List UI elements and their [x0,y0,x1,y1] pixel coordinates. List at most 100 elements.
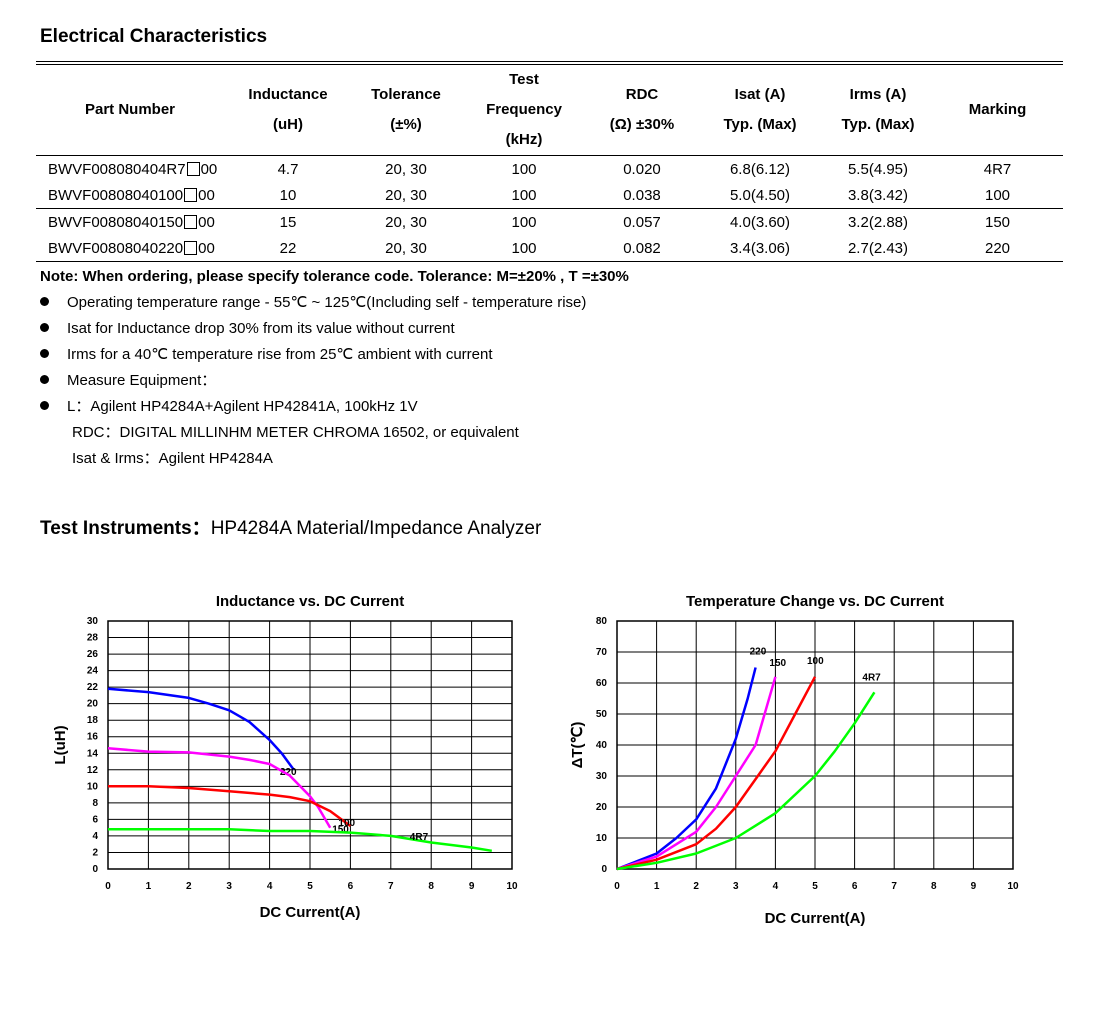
table-top-rule [36,61,1063,65]
cell-isat: 4.0(3.60) [729,213,791,231]
x-tick-label: 5 [812,881,818,892]
bullet-dot-icon [40,297,49,306]
x-tick-label: 2 [186,881,192,892]
y-tick-label: 40 [596,740,608,751]
tolerance-code-box [184,187,198,202]
cell-inductance: 22 [279,239,297,257]
x-tick-label: 0 [614,881,620,892]
y-tick-label: 8 [92,798,98,809]
electrical-table-wrapper: Part Number Inductance (uH) Tolerance (±%)… [36,61,1063,262]
y-tick-label: 30 [596,771,608,782]
cell-tolerance: 20, 30 [385,213,427,231]
cell-marking: 4R7 [983,160,1012,178]
y-tick-label: 22 [87,682,99,693]
header-rdc: RDC (Ω) ±30% [609,86,675,133]
header-tolerance: Tolerance (±%) [371,86,441,133]
bullet-dot-icon [40,323,49,332]
cell-part-number: BWVF00808040220 00 [48,239,215,257]
series-line-150 [107,747,332,829]
plot-frame [107,620,513,870]
series-line-220 [616,667,757,871]
x-tick-label: 10 [506,881,518,892]
y-tick-label: 12 [87,765,99,776]
cell-part-number: BWVF00808040150 00 [48,213,215,231]
x-tick-label: 8 [428,881,434,892]
chart-title: Inductance vs. DC Current [216,593,404,610]
section-title: Electrical Characteristics [40,26,268,47]
y-tick-label: 26 [87,649,99,660]
series-label-4R7: 4R7 [862,672,881,683]
chart-title: Temperature Change vs. DC Current [686,593,944,610]
x-tick-label: 9 [971,881,977,892]
y-tick-label: 50 [596,709,608,720]
cell-isat: 3.4(3.06) [729,239,791,257]
cell-tolerance: 20, 30 [385,239,427,257]
y-axis-label: ΔT(℃) [569,722,586,769]
x-tick-label: 4 [267,881,273,892]
bullet-dot-icon [40,349,49,358]
series-line-4R7 [616,691,876,871]
cell-part-number: BWVF008080404R7 00 [48,160,218,178]
x-tick-label: 6 [852,881,858,892]
x-tick-label: 1 [146,881,152,892]
y-tick-label: 20 [87,699,99,710]
y-tick-label: 14 [87,748,99,759]
table-row: BWVF00808040100 00 10 20, 30 100 0.038 5.… [36,182,1063,209]
cell-frequency: 100 [511,239,537,257]
series-line-150 [616,676,777,871]
series-line-4R7 [108,828,493,853]
tolerance-code-box [184,240,198,255]
y-tick-label: 6 [92,814,98,825]
cell-tolerance: 20, 30 [385,160,427,178]
temperature-chart: Temperature Change vs. DC Current 0 1 2 3 4 5 6… [569,593,1019,927]
table-row: BWVF00808040150 00 15 20, 30 100 0.057 4.… [36,209,1063,236]
x-tick-label: 9 [469,881,475,892]
cell-rdc: 0.020 [623,160,661,178]
tolerance-code-box [184,214,198,229]
cell-marking: 100 [984,186,1011,204]
x-tick-label: 3 [226,881,232,892]
ordering-note: Note: When ordering, please specify tole… [40,268,629,285]
cell-irms: 3.2(2.88) [847,213,909,231]
series-label-150: 150 [332,825,349,836]
y-axis-label: L(uH) [52,725,69,764]
cell-rdc: 0.038 [623,186,661,204]
header-isat: Isat (A) Typ. (Max) [723,86,797,133]
header-test-frequency: Test Frequency (kHz) [486,71,562,148]
y-tick-label: 18 [87,715,99,726]
y-tick-label: 0 [92,864,98,875]
x-axis-label: DC Current(A) [260,904,361,921]
series-label-150: 150 [769,658,786,669]
sub-line: Isat & Irms：Agilent HP4284A [72,450,273,467]
x-tick-label: 6 [348,881,354,892]
cell-irms: 3.8(3.42) [847,186,909,204]
cell-marking: 150 [984,213,1011,231]
y-tick-label: 4 [92,831,98,842]
cell-frequency: 100 [511,160,537,178]
cell-part-number: BWVF00808040100 00 [48,186,215,204]
plot-frame [616,620,1014,870]
x-tick-label: 3 [733,881,739,892]
table-row: BWVF008080404R7 00 4.7 20, 30 100 0.020 6… [36,156,1063,183]
y-tick-label: 10 [596,833,608,844]
y-tick-label: 2 [92,847,98,858]
table-header-row: Part Number Inductance (uH) Tolerance (±%)… [36,65,1063,156]
cell-marking: 220 [984,239,1011,257]
header-marking: Marking [968,101,1027,118]
y-tick-label: 10 [87,781,99,792]
header-irms: Irms (A) Typ. (Max) [841,86,915,133]
test-instruments-heading: Test Instruments：HP4284A Material/Impeda… [40,518,542,539]
series-label-220: 220 [750,647,767,658]
x-tick-label: 1 [654,881,660,892]
spec-bullet-list: Operating temperature range - 55℃ ~ 125℃… [40,290,586,472]
electrical-table: Part Number Inductance (uH) Tolerance (±%)… [36,65,1063,262]
x-tick-label: 7 [388,881,394,892]
bullet-item: Isat for Inductance drop 30% from its va… [40,316,586,342]
bullet-item: L：Agilent HP4284A+Agilent HP42841A, 100k… [40,394,586,420]
y-tick-label: 30 [87,616,99,627]
x-tick-label: 5 [307,881,313,892]
x-tick-label: 4 [773,881,779,892]
bullet-item: Measure Equipment： [40,368,586,394]
cell-rdc: 0.082 [623,239,661,257]
